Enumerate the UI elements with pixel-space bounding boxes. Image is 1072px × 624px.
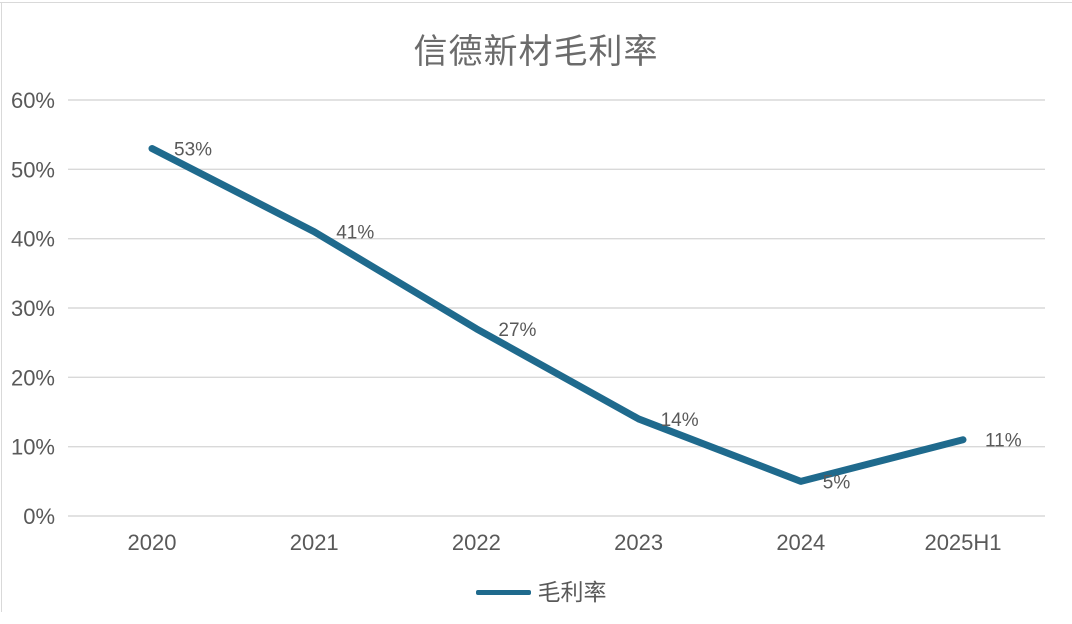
legend-label: 毛利率: [537, 578, 607, 605]
y-axis-tick-label: 20%: [11, 365, 55, 390]
chart-border-top: [0, 2, 1072, 3]
y-axis-tick-label: 0%: [23, 504, 55, 529]
y-axis-tick-label: 40%: [11, 227, 55, 252]
legend-line-swatch: [475, 589, 531, 595]
data-label: 14%: [661, 410, 699, 431]
y-axis-tick-label: 30%: [11, 296, 55, 321]
x-axis-tick-label: 2023: [614, 530, 663, 555]
data-label: 41%: [336, 223, 374, 244]
y-axis-tick-label: 50%: [11, 157, 55, 182]
y-axis-tick-label: 10%: [11, 435, 55, 460]
x-axis-tick-label: 2022: [452, 530, 501, 555]
y-axis-tick-label: 60%: [11, 88, 55, 113]
data-label: 11%: [985, 431, 1022, 452]
data-label: 5%: [823, 472, 851, 493]
data-label: 53%: [174, 140, 212, 161]
x-axis-tick-label: 2020: [128, 530, 177, 555]
chart-title: 信德新材毛利率: [413, 33, 659, 71]
chart-border-left: [1, 2, 2, 612]
x-axis-tick-label: 2025H1: [924, 530, 1001, 555]
x-axis-tick-label: 2021: [290, 530, 339, 555]
legend: 毛利率: [0, 579, 1072, 605]
x-axis-tick-label: 2024: [776, 530, 825, 555]
series-line: [148, 145, 967, 485]
data-label: 27%: [498, 320, 536, 341]
